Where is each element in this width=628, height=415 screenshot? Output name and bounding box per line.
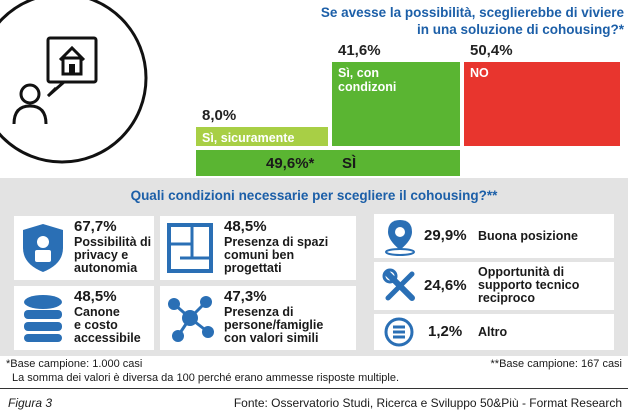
condition-value: 48,5% [224,218,267,235]
bar-2 [332,62,460,146]
network-icon [168,296,214,342]
coins-icon [24,295,62,342]
condition-label: Canone e costo accessibile [74,305,141,345]
base-note-2: **Base campione: 167 casi [490,358,622,370]
bar-label: Sì, con condizoni [338,66,397,94]
bar-label: Sì, sicuramente [202,131,295,145]
floor-plan-icon [167,223,213,273]
condition-card: 1,2% Altro [374,314,614,350]
total-yes-label: SÌ [342,155,357,172]
condition-value: 24,6% [424,277,467,294]
privacy-lock-icon [23,224,63,272]
conditions-title: Quali condizioni necessarie per sceglier… [130,188,498,203]
condition-card: 47,3% Presenza di persone/famiglie con v… [160,286,356,350]
bar-label: NO [470,66,489,80]
figure-label: Figura 3 [8,396,53,410]
base-note-1: *Base campione: 1.000 casi [6,358,143,370]
condition-card: 48,5% Canone e costo accessibile [14,286,154,350]
source-label: Fonte: Osservatorio Studi, Ricerca e Svi… [233,396,622,410]
condition-card: 67,7% Possibilità di privacy e autonomia [14,216,154,280]
condition-label: Opportunità di supporto tecnico reciproc… [478,265,580,305]
bar-value-label: 50,4% [470,42,513,59]
chart-title: Se avesse la possibilità, sceglierebbe d… [320,5,624,37]
multiple-answers-note: La somma dei valori è diversa da 100 per… [12,372,400,384]
list-icon [384,317,414,347]
bars-area: Sì, sicuramente 8,0% Sì, con condizoni 41,6… [0,0,628,178]
condition-card: 48,5% Presenza di spazi comuni ben proge… [160,216,356,280]
bar-value-label: 8,0% [202,107,237,124]
divider [0,388,628,389]
house-speech-person-icon [0,0,148,164]
condition-card: 29,9% Buona posizione [374,214,614,258]
bar-3 [464,62,620,146]
condition-value: 47,3% [224,288,267,305]
total-yes-value: 49,6%* [266,155,315,172]
condition-label: Altro [478,325,508,339]
map-pin-icon [385,220,415,256]
condition-card: 24,6% Opportunità di supporto tecnico re… [374,262,614,310]
condition-value: 1,2% [428,323,463,340]
condition-label: Presenza di spazi comuni ben progettati [224,235,329,275]
condition-label: Presenza di persone/famiglie con valori … [224,305,324,345]
tools-icon [382,268,415,301]
condition-value: 48,5% [74,288,117,305]
condition-value: 29,9% [424,227,467,244]
total-yes-bar [196,150,460,176]
condition-label: Possibilità di privacy e autonomia [74,235,152,275]
condition-value: 67,7% [74,218,117,235]
bar-value-label: 41,6% [338,42,381,59]
condition-label: Buona posizione [478,229,578,243]
bar-1 [196,127,328,146]
